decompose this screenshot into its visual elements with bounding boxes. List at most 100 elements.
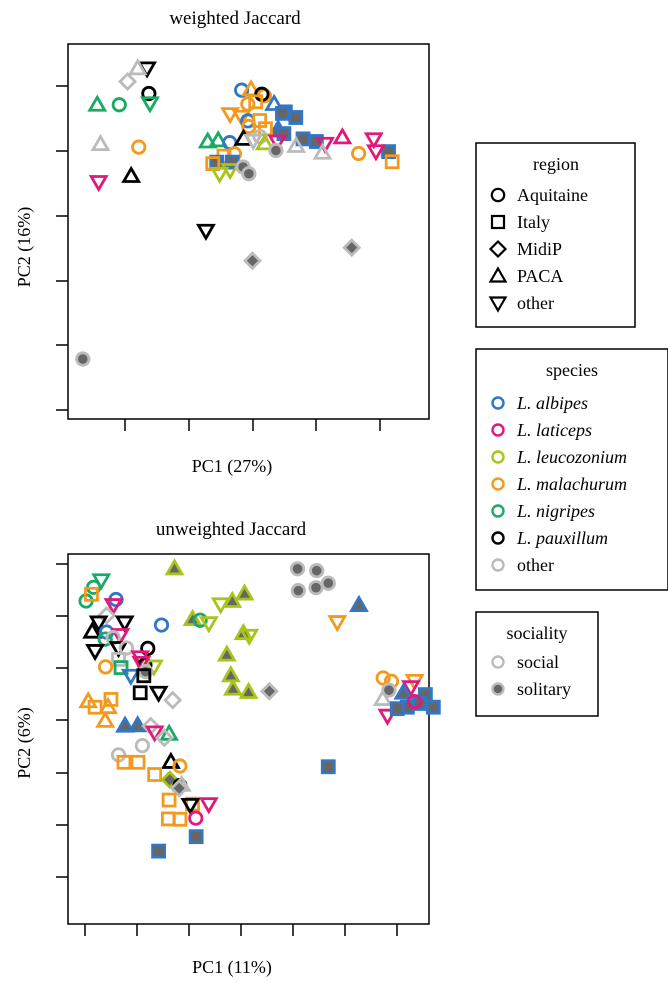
data-point [234,583,255,601]
legend-sociality-box [475,611,599,717]
data-point [163,690,183,710]
legend-label-malachurum: L. malachurum [516,474,627,494]
data-point [116,754,132,770]
data-point [220,107,241,125]
data-point [131,139,147,155]
data-point [127,58,148,76]
data-point [320,759,336,775]
plot-frame-weighted [67,43,430,420]
data-point [254,133,275,151]
x-axis-label-unweighted: PC1 (11%) [192,957,272,978]
data-point [111,652,126,667]
data-point [275,105,290,121]
data-point [320,575,336,591]
data-point [241,166,257,182]
data-point [241,118,257,135]
data-point [198,616,219,634]
x-ticks-unweighted [84,924,398,936]
data-point [290,583,306,599]
legend-symbol-species [491,558,505,572]
data-point [103,598,124,616]
legend-symbol-species [491,450,505,464]
data-point [97,631,113,647]
data-point [208,130,229,148]
legend-label-social: social [517,652,559,672]
plot-frame-unweighted [67,553,430,925]
data-point [85,644,105,662]
data-point [75,351,91,367]
data-point [372,688,393,706]
data-point [87,699,103,715]
data-point [288,110,304,125]
data-point [268,142,284,159]
data-point [132,685,148,701]
chart-title-unweighted: unweighted Jaccard [156,519,307,540]
data-point [90,133,111,152]
data-point [198,797,219,815]
legend-symbol-species [491,531,505,545]
legend-symbol-species [491,504,505,518]
data-point [349,594,369,612]
data-point [286,135,307,153]
data-point [242,251,262,271]
data-point [114,615,135,633]
data-point [366,144,386,162]
y-axis-label-unweighted: PC2 (6%) [14,707,35,779]
legend-label-paca: PACA [517,266,563,286]
legend-sociality-items [491,655,505,696]
y-ticks-weighted [56,85,68,411]
data-point [118,72,138,91]
data-point [375,670,391,686]
data-point [188,829,204,845]
data-point [393,682,414,700]
legend-label-albipes: L. albipes [516,393,588,413]
data-point [172,758,188,774]
legend-symbol-triangle-down [488,296,508,313]
data-point [148,685,169,704]
data-point [169,778,189,798]
points-unweighted [78,558,441,859]
data-point [141,85,157,102]
legend-label-italy: Italy [517,212,550,232]
legend-region-title: region [533,154,579,174]
data-point [210,597,231,615]
legend-species-box [475,348,668,591]
y-ticks-unweighted [56,563,68,878]
legend-region: region Aquitaine Italy MidiP PACA other [475,142,636,328]
data-point [147,767,163,782]
data-point [115,715,135,733]
legend-label-species-other: other [517,555,554,575]
legend-symbol-social [491,655,505,669]
data-point [239,628,260,647]
data-point [231,109,252,128]
data-point [188,810,204,826]
legend-species-items [491,396,505,572]
legend-species-title: species [546,360,598,380]
data-point [161,792,177,808]
data-point [332,127,353,145]
data-point [264,93,285,111]
legend-label-aquitaine: Aquitaine [517,185,588,205]
legend-symbol-species [491,477,505,491]
data-point [151,843,167,859]
data-point [121,165,142,183]
data-point [88,615,109,633]
data-point [136,668,152,684]
legend-species: species L. albipes L. laticeps L. leucoz… [475,348,668,591]
chart-title-weighted: weighted Jaccard [169,8,301,29]
data-point [154,728,174,748]
legend-symbol-species [491,423,505,437]
data-point [108,641,129,659]
data-point [87,94,108,112]
data-point [140,96,160,114]
data-point [164,558,185,576]
legend-label-leucozonium: L. leucozonium [516,447,627,467]
legend-label-nigripes: L. nigripes [516,501,595,521]
data-point [172,811,188,827]
data-point [289,561,306,577]
data-point [309,563,325,579]
data-point [140,640,156,656]
legend-label-region-other: other [517,293,554,313]
legend-symbol-circle [490,187,506,203]
